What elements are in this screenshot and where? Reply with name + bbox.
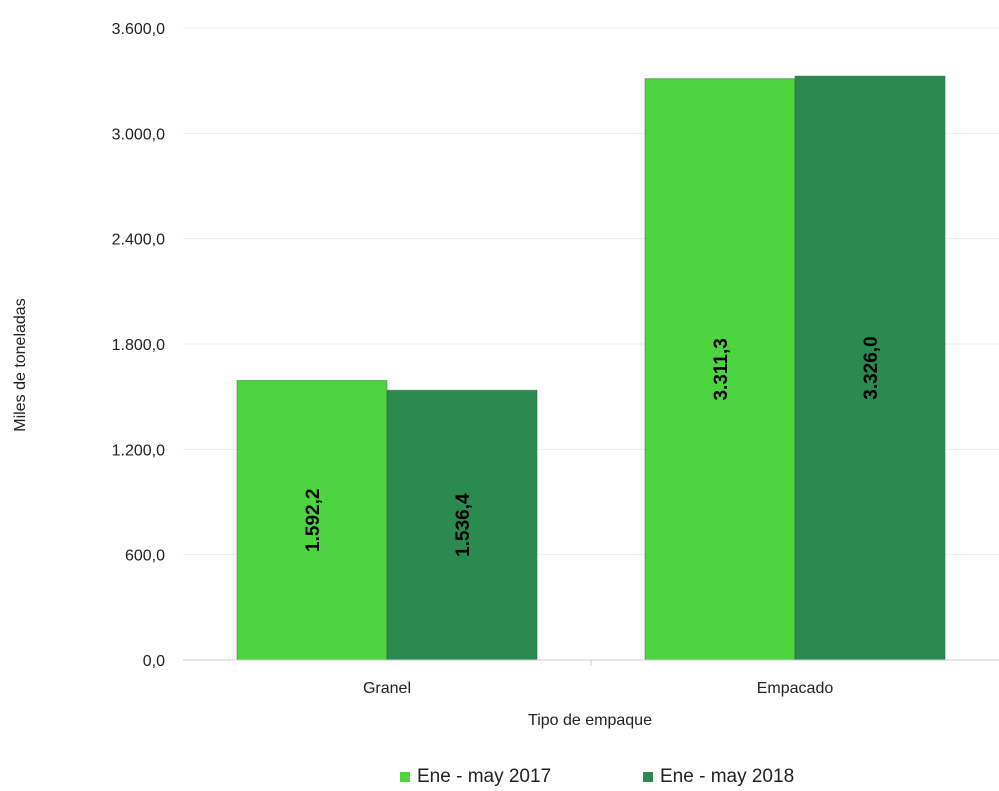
- bar-value-label: 3.326,0: [861, 336, 882, 399]
- x-tick-label: Empacado: [757, 680, 834, 697]
- x-axis-title: Tipo de empaque: [528, 712, 652, 729]
- bar-granel-1[interactable]: [386, 389, 538, 661]
- y-tick-label: 3.000,0: [112, 126, 165, 143]
- y-tick-label: 1.200,0: [112, 442, 165, 459]
- legend-label-2017: Ene - may 2017: [417, 766, 552, 787]
- y-tick-label: 3.600,0: [112, 21, 165, 38]
- y-axis: 0,0 600,0 1.200,0 1.800,0 2.400,0 3.000,0 3.60…: [112, 21, 165, 670]
- legend-swatch-2017: [400, 772, 410, 782]
- bar-value-label: 1.592,2: [303, 489, 324, 552]
- x-axis: Granel Empacado: [183, 659, 999, 697]
- x-tick-label: Granel: [363, 680, 411, 697]
- bar-value-label: 3.311,3: [711, 338, 732, 400]
- bar-empacado-0[interactable]: [644, 78, 796, 661]
- legend-item-2017[interactable]: Ene - may 2017: [400, 766, 551, 788]
- y-tick-label: 2.400,0: [112, 232, 165, 249]
- bars: 1.592,2 1.536,4 3.311,3 3.326,0: [236, 75, 946, 661]
- y-axis-title: Miles de toneladas: [12, 298, 29, 431]
- bar-value-label: 1.536,4: [453, 493, 474, 557]
- legend-item-2018[interactable]: Ene - may 2018: [643, 766, 794, 788]
- bar-granel-0[interactable]: [236, 379, 388, 661]
- legend-label-2018: Ene - may 2018: [660, 766, 795, 787]
- legend-swatch-2018: [643, 772, 653, 782]
- y-tick-label: 600,0: [125, 548, 165, 565]
- y-tick-label: 1.800,0: [112, 337, 165, 354]
- bar-empacado-1[interactable]: [794, 75, 946, 661]
- legend: Ene - may 2017 Ene - may 2018: [0, 766, 999, 791]
- y-tick-label: 0,0: [143, 653, 165, 670]
